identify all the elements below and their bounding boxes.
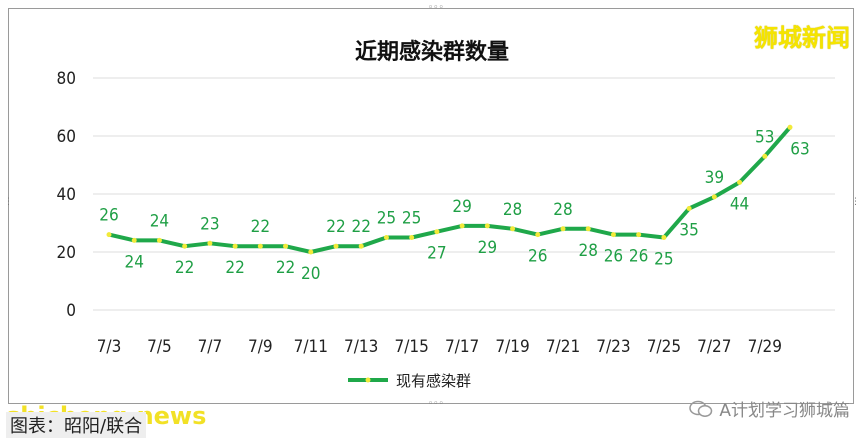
x-tick-label: 7/9 bbox=[248, 337, 273, 357]
data-label: 25 bbox=[402, 209, 421, 229]
data-point bbox=[484, 223, 490, 229]
data-point bbox=[232, 243, 238, 249]
data-label: 44 bbox=[730, 194, 749, 214]
x-tick-label: 7/13 bbox=[344, 337, 378, 357]
data-point bbox=[661, 235, 667, 240]
y-tick-label: 0 bbox=[66, 301, 76, 321]
x-tick-label: 7/11 bbox=[294, 337, 328, 357]
data-point bbox=[409, 235, 415, 240]
data-label: 26 bbox=[629, 247, 648, 267]
data-point bbox=[207, 240, 213, 246]
y-axis-ticks: 0 20 40 60 80 bbox=[57, 69, 76, 321]
data-point bbox=[383, 235, 389, 240]
data-label: 26 bbox=[604, 247, 623, 267]
frame-handle-bottom[interactable]: ◦◦◦ bbox=[428, 399, 444, 409]
grid-lines bbox=[93, 77, 835, 311]
x-tick-label: 7/3 bbox=[97, 337, 122, 357]
data-label: 53 bbox=[755, 127, 774, 147]
legend: 现有感染群 bbox=[348, 372, 471, 390]
data-label: 63 bbox=[790, 139, 809, 159]
data-label: 28 bbox=[503, 200, 522, 220]
data-point bbox=[358, 243, 364, 249]
y-tick-label: 40 bbox=[57, 185, 76, 205]
chart-source: 图表：昭阳/联合 bbox=[6, 412, 147, 438]
legend-label: 现有感染群 bbox=[396, 372, 471, 390]
data-point bbox=[333, 243, 339, 249]
data-point bbox=[686, 206, 692, 211]
series-line bbox=[108, 125, 792, 254]
y-tick-label: 60 bbox=[57, 127, 76, 147]
data-point bbox=[156, 237, 162, 243]
data-label: 39 bbox=[705, 168, 724, 188]
data-point bbox=[131, 237, 137, 243]
data-point bbox=[585, 226, 591, 232]
x-tick-label: 7/23 bbox=[596, 337, 630, 357]
data-label: 29 bbox=[452, 197, 471, 217]
wechat-account: A计划学习狮城篇 bbox=[689, 396, 850, 421]
data-label: 22 bbox=[276, 258, 295, 278]
data-point bbox=[106, 232, 112, 238]
data-point bbox=[308, 249, 314, 255]
x-tick-label: 7/17 bbox=[445, 337, 479, 357]
data-point bbox=[510, 226, 516, 232]
wechat-account-name: A计划学习狮城篇 bbox=[719, 401, 850, 421]
x-axis-ticks: 7/3 7/5 7/7 7/9 7/11 7/13 7/15 7/17 7/19 7/21 7/23… bbox=[97, 337, 782, 357]
data-point bbox=[762, 153, 768, 159]
series-layer bbox=[106, 124, 793, 255]
data-label: 20 bbox=[301, 264, 320, 284]
brand-watermark: 狮城新闻 bbox=[754, 24, 850, 52]
data-point bbox=[737, 179, 743, 185]
y-tick-label: 20 bbox=[57, 243, 76, 263]
data-point bbox=[560, 226, 566, 232]
frame-handle-left[interactable]: ⋮ bbox=[4, 197, 13, 207]
x-tick-label: 7/19 bbox=[495, 337, 529, 357]
legend-marker bbox=[365, 377, 371, 383]
data-label: 35 bbox=[679, 221, 698, 241]
x-tick-label: 7/29 bbox=[748, 337, 782, 357]
data-label: 22 bbox=[251, 217, 270, 237]
x-tick-label: 7/7 bbox=[198, 337, 223, 357]
data-label: 22 bbox=[225, 258, 244, 278]
data-label: 28 bbox=[553, 200, 572, 220]
data-point bbox=[283, 243, 289, 249]
y-tick-label: 80 bbox=[57, 69, 76, 89]
data-label: 24 bbox=[124, 252, 143, 272]
x-tick-label: 7/25 bbox=[647, 337, 681, 357]
data-label: 23 bbox=[200, 214, 219, 234]
data-point bbox=[182, 243, 188, 249]
data-label: 22 bbox=[326, 217, 345, 237]
data-label: 25 bbox=[654, 250, 673, 270]
chart-frame bbox=[8, 8, 854, 404]
data-label: 22 bbox=[175, 258, 194, 278]
frame-handle-right[interactable]: ⋮ bbox=[851, 197, 860, 207]
chart-title: 近期感染群数量 bbox=[354, 40, 509, 65]
data-label: 22 bbox=[351, 217, 370, 237]
data-point bbox=[636, 232, 642, 238]
data-labels: 26 24 24 22 23 22 22 22 20 22 22 25 25 27 29 29 28 26 28 28… bbox=[99, 127, 809, 284]
data-label: 26 bbox=[528, 247, 547, 267]
data-point bbox=[434, 229, 440, 235]
data-label: 27 bbox=[427, 244, 446, 264]
data-point bbox=[257, 243, 263, 249]
frame-handle-top[interactable]: ◦◦◦ bbox=[428, 3, 444, 13]
x-tick-label: 7/21 bbox=[546, 337, 580, 357]
data-label: 29 bbox=[478, 238, 497, 258]
data-point bbox=[459, 223, 465, 229]
data-point bbox=[787, 124, 793, 130]
data-point bbox=[535, 232, 541, 238]
x-tick-label: 7/15 bbox=[394, 337, 428, 357]
x-tick-label: 7/27 bbox=[697, 337, 731, 357]
data-point bbox=[711, 194, 717, 200]
data-label: 26 bbox=[99, 206, 118, 226]
x-tick-label: 7/5 bbox=[147, 337, 172, 357]
data-label: 25 bbox=[377, 209, 396, 229]
data-label: 24 bbox=[150, 211, 169, 231]
data-point bbox=[610, 232, 616, 238]
data-label: 28 bbox=[578, 241, 597, 261]
wechat-icon bbox=[689, 400, 713, 418]
